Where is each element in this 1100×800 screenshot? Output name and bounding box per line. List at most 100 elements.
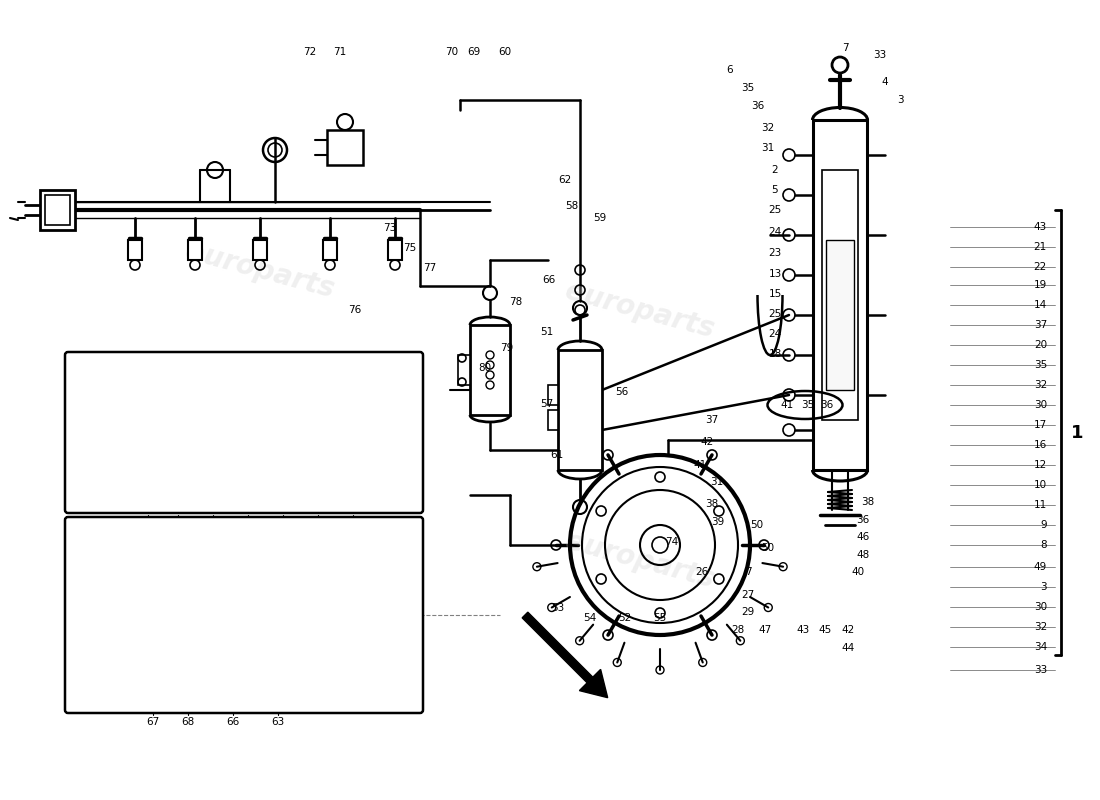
Text: 67: 67 bbox=[146, 717, 160, 727]
Text: 31: 31 bbox=[711, 477, 724, 487]
Text: 32: 32 bbox=[1034, 622, 1047, 632]
Text: 78: 78 bbox=[509, 297, 522, 307]
Text: 7: 7 bbox=[745, 567, 751, 577]
Text: 36: 36 bbox=[751, 101, 764, 111]
Text: 46: 46 bbox=[857, 532, 870, 542]
Bar bbox=[40, 190, 75, 230]
Text: 74: 74 bbox=[666, 537, 679, 547]
Text: 37: 37 bbox=[705, 415, 718, 425]
Text: 2: 2 bbox=[772, 165, 779, 175]
Text: 37: 37 bbox=[1034, 320, 1047, 330]
Text: 26: 26 bbox=[695, 567, 708, 577]
Text: 43: 43 bbox=[796, 625, 810, 635]
Text: 50: 50 bbox=[750, 520, 763, 530]
Text: 69: 69 bbox=[276, 503, 289, 513]
Text: 33: 33 bbox=[1034, 665, 1047, 675]
Text: 72: 72 bbox=[142, 503, 155, 513]
Text: 65: 65 bbox=[207, 503, 220, 513]
Text: 48: 48 bbox=[857, 550, 870, 560]
Text: 53: 53 bbox=[551, 603, 564, 613]
Text: 66: 66 bbox=[542, 275, 556, 285]
Bar bbox=[388, 240, 401, 260]
Text: 30: 30 bbox=[1034, 400, 1047, 410]
Text: 35: 35 bbox=[741, 83, 755, 93]
Bar bbox=[45, 195, 70, 225]
Text: 71: 71 bbox=[172, 503, 185, 513]
Bar bbox=[243, 585, 293, 645]
Text: 22: 22 bbox=[1034, 262, 1047, 272]
Text: 19: 19 bbox=[1034, 280, 1047, 290]
Text: 33: 33 bbox=[873, 50, 887, 60]
Bar bbox=[813, 120, 867, 470]
Text: 72: 72 bbox=[304, 47, 317, 57]
Text: 79: 79 bbox=[500, 343, 514, 353]
Bar bbox=[253, 240, 267, 260]
Text: 40: 40 bbox=[851, 567, 865, 577]
Text: 55: 55 bbox=[653, 613, 667, 623]
Text: 28: 28 bbox=[732, 625, 745, 635]
Bar bbox=[548, 385, 558, 405]
Text: 51: 51 bbox=[540, 327, 553, 337]
Text: europarts: europarts bbox=[562, 526, 717, 594]
Bar bbox=[223, 600, 238, 630]
Text: Valid till USA  engines: Valid till USA engines bbox=[82, 429, 229, 442]
Text: 70: 70 bbox=[241, 503, 254, 513]
Text: 1: 1 bbox=[1070, 424, 1084, 442]
Text: 65: 65 bbox=[346, 503, 360, 513]
Bar bbox=[327, 130, 363, 165]
Text: 17: 17 bbox=[1034, 420, 1047, 430]
Text: 12: 12 bbox=[1034, 460, 1047, 470]
Text: 59: 59 bbox=[593, 213, 606, 223]
Text: 25: 25 bbox=[769, 205, 782, 215]
Text: 32: 32 bbox=[761, 123, 774, 133]
Text: 42: 42 bbox=[701, 437, 714, 447]
Text: 52: 52 bbox=[618, 613, 631, 623]
Text: 36: 36 bbox=[857, 515, 870, 525]
Text: 15: 15 bbox=[769, 289, 782, 299]
Text: 76: 76 bbox=[349, 305, 362, 315]
Text: 21: 21 bbox=[1034, 242, 1047, 252]
Text: N°25013 – EU N°27843: N°25013 – EU N°27843 bbox=[82, 401, 238, 414]
Text: 11: 11 bbox=[1034, 500, 1047, 510]
Text: 61: 61 bbox=[550, 450, 563, 460]
Text: 77: 77 bbox=[424, 263, 437, 273]
Text: 34: 34 bbox=[1034, 642, 1047, 652]
Bar bbox=[458, 355, 470, 385]
Text: 4: 4 bbox=[882, 77, 889, 87]
Text: 7: 7 bbox=[842, 43, 848, 53]
Text: 3: 3 bbox=[1041, 582, 1047, 592]
Text: 50: 50 bbox=[761, 543, 774, 553]
Text: 14: 14 bbox=[1034, 300, 1047, 310]
Text: 24: 24 bbox=[769, 329, 782, 339]
Text: 38: 38 bbox=[861, 497, 875, 507]
Text: 41: 41 bbox=[780, 400, 793, 410]
Text: 56: 56 bbox=[615, 387, 628, 397]
Text: 42: 42 bbox=[842, 625, 855, 635]
Text: 71: 71 bbox=[333, 47, 346, 57]
Text: 3: 3 bbox=[896, 95, 903, 105]
Text: 45: 45 bbox=[818, 625, 832, 635]
Text: Vale fino ai motori USA: Vale fino ai motori USA bbox=[82, 377, 237, 390]
Text: 66: 66 bbox=[227, 717, 240, 727]
Text: 20: 20 bbox=[1034, 340, 1047, 350]
Text: 36: 36 bbox=[821, 400, 834, 410]
Text: NR. 25013 – EU NR. 27843: NR. 25013 – EU NR. 27843 bbox=[82, 453, 258, 466]
Text: 58: 58 bbox=[565, 201, 579, 211]
Text: 5: 5 bbox=[772, 185, 779, 195]
Text: 16: 16 bbox=[1034, 440, 1047, 450]
Text: 13: 13 bbox=[769, 269, 782, 279]
Text: 54: 54 bbox=[583, 613, 596, 623]
Text: 47: 47 bbox=[758, 625, 771, 635]
Text: 70: 70 bbox=[446, 47, 459, 57]
Text: 64: 64 bbox=[311, 503, 324, 513]
Bar bbox=[128, 240, 142, 260]
Text: 32: 32 bbox=[1034, 380, 1047, 390]
Text: 30: 30 bbox=[1034, 602, 1047, 612]
Text: 31: 31 bbox=[761, 143, 774, 153]
Bar bbox=[470, 325, 510, 415]
Text: 75: 75 bbox=[404, 243, 417, 253]
Text: 63: 63 bbox=[272, 717, 285, 727]
Text: 57: 57 bbox=[540, 399, 553, 409]
Text: 25: 25 bbox=[769, 309, 782, 319]
Text: 60: 60 bbox=[498, 47, 512, 57]
